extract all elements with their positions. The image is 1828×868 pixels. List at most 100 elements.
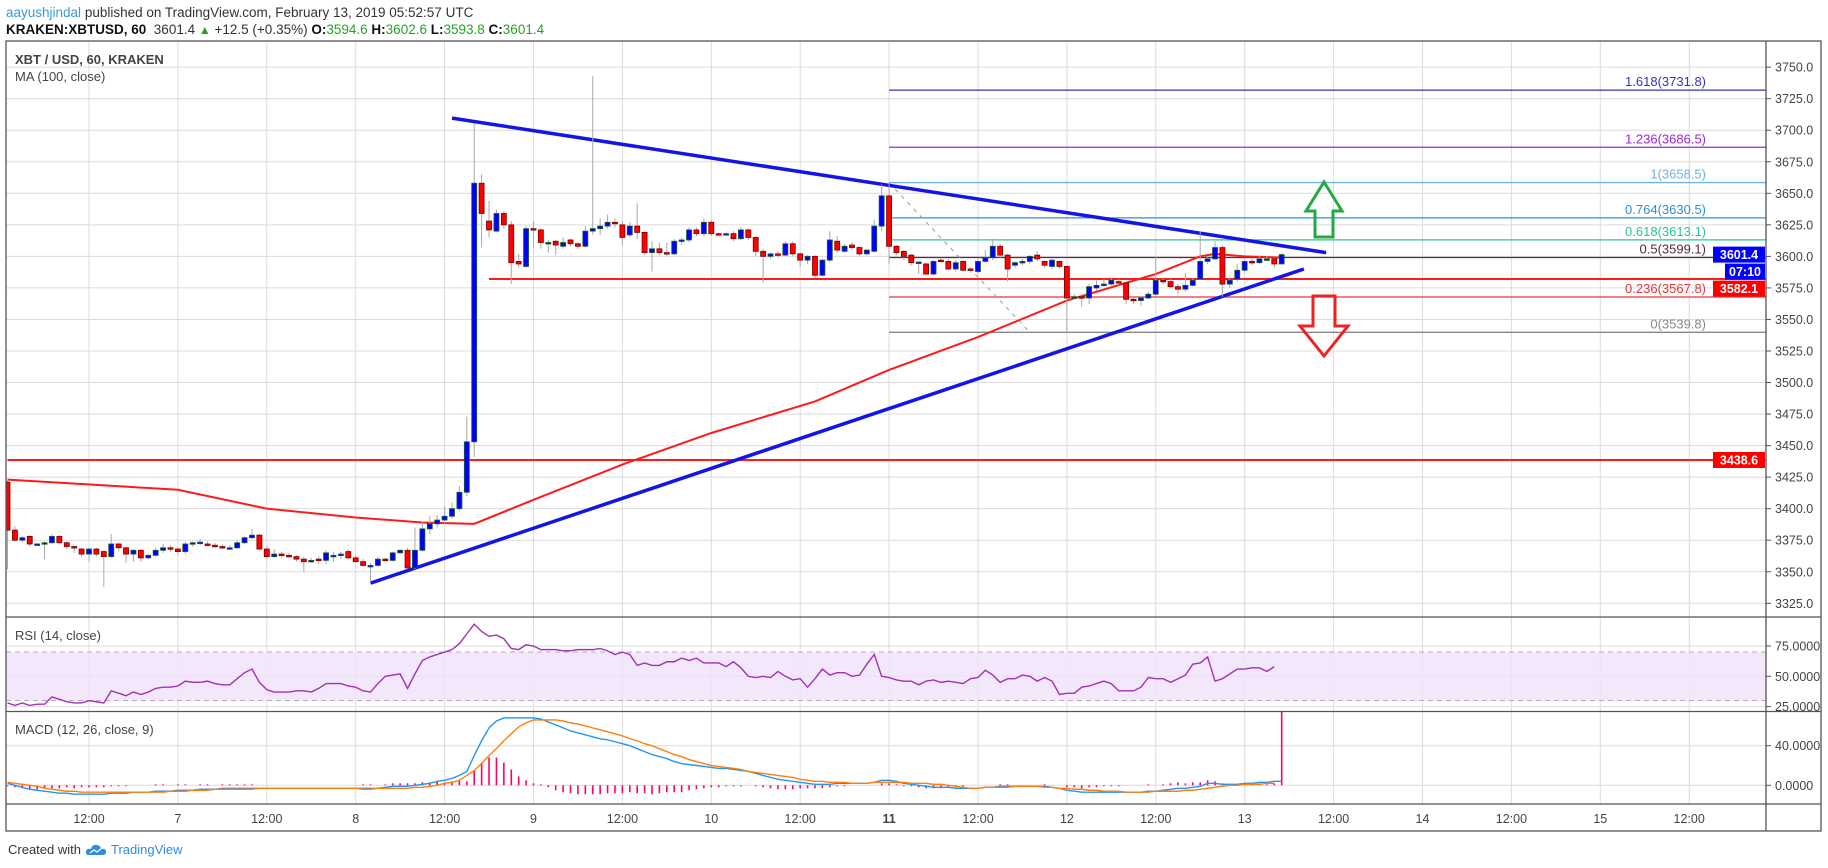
bull-candle-body [419, 528, 426, 551]
bull-candle-body [108, 543, 115, 558]
time-tick-label: 9 [530, 812, 537, 826]
price-tick-label: 3500.0 [1775, 376, 1813, 390]
price-tick-label: 3400.0 [1775, 502, 1813, 516]
price-tick-label: 3550.0 [1775, 313, 1813, 327]
macd-tick-label: 40.0000 [1775, 739, 1820, 753]
publish-info: aayushjindal published on TradingView.co… [6, 5, 473, 20]
candle [108, 533, 115, 558]
candle [1108, 277, 1115, 286]
time-tick-label: 7 [174, 812, 181, 826]
candle [293, 555, 300, 562]
signal-line [7, 719, 1275, 793]
bear-candle-body [56, 536, 63, 544]
bull-candle-body [1278, 254, 1285, 265]
candle [345, 549, 352, 560]
author-link[interactable]: aayushjindal [6, 5, 82, 20]
candle [1152, 256, 1159, 296]
candle [1271, 257, 1278, 268]
time-tick-label: 12:00 [962, 812, 993, 826]
candle [1204, 256, 1211, 264]
candle [767, 252, 774, 259]
support-price-tag-box [1713, 451, 1765, 468]
bull-candle-body [493, 213, 500, 232]
bull-candle-body [389, 552, 396, 561]
candle [256, 533, 263, 551]
candle [723, 232, 729, 236]
candle [286, 552, 292, 558]
candle [34, 542, 41, 546]
bear-candle-body [812, 255, 818, 276]
bull-candle-body [160, 547, 166, 551]
bear-candle-body [1034, 254, 1041, 260]
candle [997, 243, 1004, 258]
candle [56, 535, 63, 544]
bear-candle-body [856, 247, 863, 255]
candle [1175, 284, 1181, 295]
candle [626, 222, 633, 238]
candle [738, 227, 744, 240]
candle [1056, 260, 1063, 269]
candle [130, 549, 137, 562]
candle [1100, 279, 1107, 287]
candle [967, 267, 974, 273]
candle [478, 174, 485, 248]
candle [434, 514, 441, 528]
candle [137, 549, 144, 562]
up-triangle-icon: ▲ [198, 23, 211, 37]
candle [234, 540, 241, 550]
bull-candle-body [678, 239, 685, 242]
candle [634, 203, 641, 239]
bear-candle-body [634, 225, 641, 233]
candle [804, 255, 811, 264]
bull-candle-body [1108, 279, 1115, 285]
bear-candle-body [708, 221, 715, 235]
bear-candle-body [1175, 286, 1181, 290]
rsi-tick-label: 75.0000 [1775, 640, 1820, 654]
bull-candle-body [426, 523, 433, 530]
candle [1086, 284, 1092, 305]
candle [271, 549, 278, 558]
candle [708, 219, 715, 237]
created-with-text: Created with [8, 842, 81, 857]
candle [1278, 253, 1285, 265]
bear-candle-body [1130, 298, 1137, 302]
candle [760, 248, 767, 283]
bull-candle-body [1182, 284, 1189, 290]
candle [1212, 241, 1218, 261]
bull-candle-body [1204, 258, 1211, 262]
bear-candle-body [100, 551, 107, 558]
candle [308, 557, 315, 563]
candle [493, 209, 500, 233]
bull-candle-body [471, 182, 478, 443]
bull-candle-body [589, 228, 596, 232]
candle [1019, 258, 1026, 266]
bear-candle-body [26, 536, 33, 545]
candle [49, 533, 55, 544]
candle [278, 551, 285, 558]
candle [856, 246, 863, 257]
tradingview-brand[interactable]: TradingView [110, 842, 183, 857]
bear-candle-body [1160, 279, 1167, 283]
candle [1160, 277, 1167, 285]
candle [1234, 263, 1241, 282]
bear-candle-body [775, 253, 781, 256]
open-label: O: [311, 22, 327, 37]
publish-text: published on TradingView.com, February 1… [84, 5, 474, 20]
bull-candle-body [1012, 262, 1018, 266]
bull-candle-body [1241, 261, 1248, 271]
candle [382, 557, 389, 562]
bull-candle-body [597, 225, 604, 230]
candle [789, 241, 796, 257]
candle [878, 184, 885, 232]
candle [945, 258, 952, 271]
bear-candle-body [900, 250, 907, 257]
bear-candle-body [93, 548, 100, 555]
price-tick-label: 3375.0 [1775, 534, 1813, 548]
candle [908, 253, 915, 266]
footer: Created with TradingView [8, 842, 183, 857]
bull-candle-body [523, 228, 529, 267]
bull-candle-body [463, 441, 470, 493]
bear-candle-body [508, 224, 515, 264]
candle [1256, 256, 1263, 264]
